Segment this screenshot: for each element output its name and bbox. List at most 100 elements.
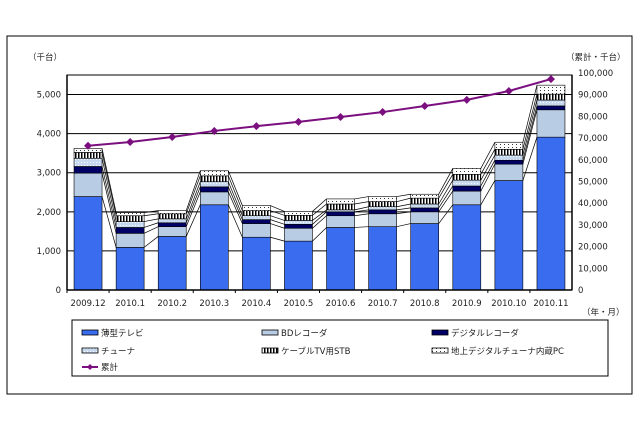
series-connector <box>227 204 243 238</box>
series-connector <box>101 148 117 213</box>
legend-label: 地上デジタルチューナ内蔵PC <box>451 346 564 357</box>
series-connector <box>101 152 117 216</box>
series-connector <box>143 236 159 248</box>
series-connector <box>144 210 159 213</box>
bar-6 <box>368 196 397 202</box>
x-tick-label: 2010.3 <box>199 299 229 309</box>
series-connector <box>354 226 369 228</box>
bar-4 <box>157 218 187 224</box>
outer-frame <box>6 35 633 395</box>
plot-area <box>66 74 573 291</box>
bar-5 <box>326 203 355 211</box>
y-tick-label: 5,000 <box>37 91 61 101</box>
series-connector <box>312 211 327 225</box>
bar-3 <box>199 186 229 193</box>
series-connector <box>270 223 285 229</box>
legend-label: BDレコーダ <box>281 328 328 339</box>
series-connector <box>185 191 201 227</box>
bar-4 <box>73 157 103 167</box>
y2-tick-label: 60,000 <box>578 156 608 166</box>
series-connector <box>270 215 285 221</box>
series-connector <box>522 137 538 181</box>
bar-4 <box>536 99 566 107</box>
bar-1 <box>536 136 566 291</box>
series-connector <box>480 180 496 205</box>
series-connector <box>312 203 327 216</box>
y-axis-label: （千台） <box>28 52 62 63</box>
series-connector <box>312 198 327 212</box>
series-connector <box>354 196 369 200</box>
cumulative-point <box>252 122 261 131</box>
bar-3 <box>242 219 271 224</box>
series-connector <box>312 209 327 221</box>
series-connector <box>270 205 285 212</box>
bar-2 <box>452 190 482 206</box>
series-connector <box>438 185 454 209</box>
series-connector <box>101 166 117 228</box>
x-tick-label: 2010.9 <box>452 299 482 309</box>
y2-tick-label: 10,000 <box>578 264 608 274</box>
x-tick-label: 2010.11 <box>533 299 568 309</box>
series-connector <box>354 209 369 213</box>
bar-4 <box>284 220 313 225</box>
bar-6 <box>284 211 313 216</box>
y-tick-label: 3,000 <box>37 169 61 179</box>
bar-3 <box>536 105 566 111</box>
series-connector <box>480 154 496 181</box>
bar-2 <box>410 211 440 224</box>
bar-2 <box>284 227 313 242</box>
bar-1 <box>368 226 397 291</box>
bar-2 <box>326 215 355 228</box>
series-connector <box>312 227 327 242</box>
bar-3 <box>368 209 397 215</box>
series-connector <box>522 85 538 143</box>
legend-marker <box>87 364 93 370</box>
bar-4 <box>115 221 145 228</box>
series-connector <box>227 191 243 224</box>
bar-3 <box>73 166 103 174</box>
cumulative-point <box>336 113 345 122</box>
bar-3 <box>115 227 145 234</box>
bar-1 <box>242 236 271 291</box>
bar-2 <box>115 233 145 248</box>
series-connector <box>396 223 411 228</box>
x-tick-label: 2010.7 <box>368 299 398 309</box>
series-connector <box>480 163 496 192</box>
x-tick-label: 2010.5 <box>284 299 314 309</box>
series-connector <box>480 142 496 169</box>
bar-6 <box>452 168 482 175</box>
series-connector <box>144 213 159 217</box>
bar-2 <box>368 213 397 227</box>
series-connector <box>185 181 201 219</box>
cumulative-point <box>210 126 219 135</box>
bar-4 <box>199 181 229 188</box>
bar-2 <box>73 172 103 197</box>
bar-5 <box>494 148 524 156</box>
series-connector <box>227 170 243 206</box>
cumulative-point <box>294 117 303 126</box>
bar-6 <box>536 84 566 95</box>
series-connector <box>480 149 496 175</box>
cumulative-point <box>420 101 429 110</box>
series-connector <box>101 173 117 234</box>
bar-3 <box>410 207 440 213</box>
legend-swatch <box>431 329 449 336</box>
legend <box>71 319 609 377</box>
cumulative-point <box>546 75 555 84</box>
x-tick-label: 2010.4 <box>242 299 272 309</box>
bar-1 <box>326 227 355 291</box>
bar-3 <box>326 211 355 217</box>
bar-4 <box>368 206 397 211</box>
legend-label: チューナ <box>101 347 135 357</box>
series-connector <box>354 206 369 211</box>
series-connector <box>227 175 243 211</box>
series-connector <box>312 215 327 229</box>
bar-5 <box>73 152 103 159</box>
bar-3 <box>452 185 482 192</box>
series-connector <box>270 210 285 216</box>
series-connector <box>438 174 454 199</box>
bar-1 <box>452 204 482 291</box>
series-connector <box>438 168 454 195</box>
y2-axis-label: （累計・千台） <box>566 52 626 63</box>
